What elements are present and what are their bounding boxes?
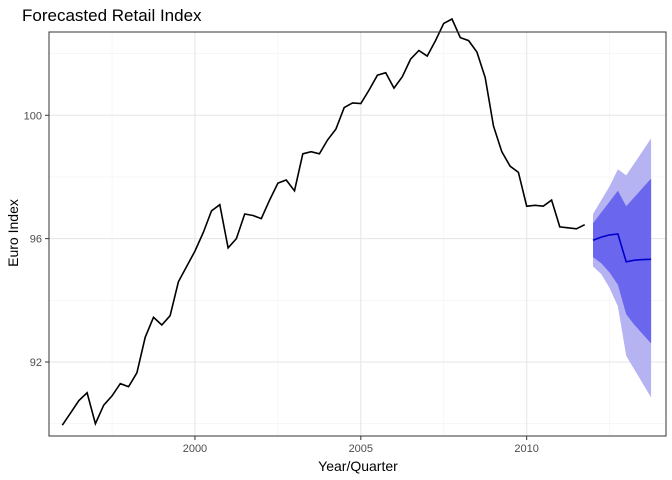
x-tick-label: 2000 (183, 443, 207, 455)
forecast-mean-line (592, 233, 652, 263)
band-80-area (593, 178, 652, 344)
history-line (61, 17, 586, 427)
x-tick-label: 2005 (349, 443, 373, 455)
series-lines (61, 17, 652, 427)
confidence-band-80 (593, 178, 652, 344)
x-axis-title: Year/Quarter (318, 458, 398, 474)
axes: 2000 2005 2010 92 96 100 (24, 110, 539, 455)
y-tick-label: 92 (30, 357, 42, 369)
grid (49, 32, 666, 436)
chart-title: Forecasted Retail Index (22, 6, 202, 25)
y-tick-label: 100 (24, 110, 42, 122)
y-axis-title: Euro Index (5, 199, 21, 267)
x-tick-label: 2010 (514, 443, 538, 455)
y-tick-label: 96 (30, 234, 42, 246)
plot-panel-border (48, 31, 667, 437)
